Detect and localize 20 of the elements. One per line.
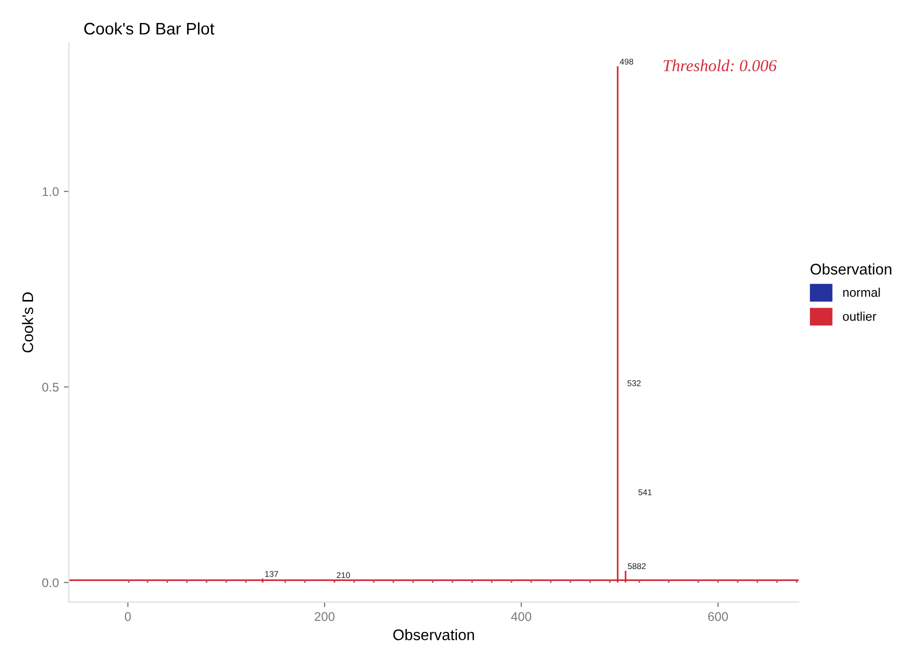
annotation: 541 bbox=[638, 489, 652, 496]
y-tick-label: 1.0 bbox=[42, 187, 59, 196]
x-axis-title: Observation bbox=[393, 629, 474, 640]
x-tick-label: 200 bbox=[314, 612, 335, 621]
y-tick-label: 0.0 bbox=[42, 578, 59, 588]
annotation: 532 bbox=[627, 380, 641, 386]
legend-label: outlier bbox=[842, 312, 876, 321]
x-tick-label: 0 bbox=[124, 612, 131, 621]
legend-title: Observation bbox=[810, 263, 892, 275]
annotation: 498 bbox=[620, 58, 634, 65]
x-tick-label: 400 bbox=[511, 612, 532, 621]
annotation: 5882 bbox=[628, 563, 646, 570]
legend-label: normal bbox=[843, 288, 880, 297]
annotation: 137 bbox=[265, 571, 278, 577]
x-tick-label: 600 bbox=[708, 612, 728, 621]
ref-line-label: Threshold: 0.006 bbox=[664, 60, 777, 72]
y-axis-title: Cook's D bbox=[22, 292, 34, 352]
annotation: 210 bbox=[336, 572, 350, 578]
chart-title: Cook's D Bar Plot bbox=[84, 22, 214, 35]
y-tick-label: 0.5 bbox=[42, 382, 59, 392]
